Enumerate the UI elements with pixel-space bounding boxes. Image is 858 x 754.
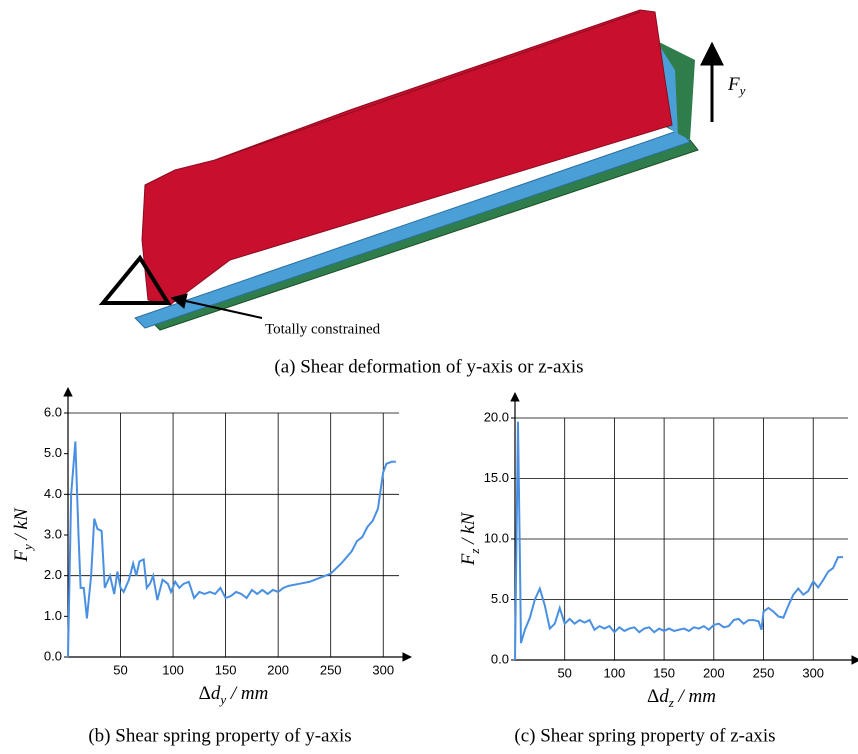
x-label-symbol: d <box>211 683 221 704</box>
x-tick-label: 150 <box>215 662 237 677</box>
x-tick-label: 50 <box>557 665 571 680</box>
x-axis-label: Δdy / mm <box>199 683 269 707</box>
chart: 50 100 150 200 250 300 0.0 5.0 10.0 15.0 20.0 Δdz /… <box>458 393 858 710</box>
y-tick-label: 20.0 <box>484 409 509 424</box>
y-tick-label: 6.0 <box>44 404 62 419</box>
x-tick-label: 200 <box>703 665 725 680</box>
y-axis-label: Fy / kN <box>11 507 35 563</box>
chart: 50 100 150 200 250 300 0.0 1.0 2.0 3.0 4.0 5.0 6.0 Δd… <box>11 388 411 707</box>
caption-a: (a) Shear deformation of y-axis or z-axi… <box>274 356 583 377</box>
caption-c: (c) Shear spring property of z-axis <box>514 725 775 746</box>
y-tick-label: 1.0 <box>44 608 62 623</box>
y-tick-label: 4.0 <box>44 486 62 501</box>
y-tick-label: 15.0 <box>484 470 509 485</box>
x-tick-label: 250 <box>320 662 342 677</box>
y-axis-label: Fz / kN <box>458 511 482 566</box>
y-tick-label: 5.0 <box>491 591 509 606</box>
x-label-unit: / mm <box>674 686 716 707</box>
deformation-render: Totally constrained Fy <box>103 10 746 337</box>
annotation: Totally constrained <box>265 321 381 337</box>
y-label-unit: / kN <box>458 511 479 548</box>
y-tick-label: 10.0 <box>484 530 509 545</box>
data-line <box>68 441 396 657</box>
y-tick-label: 2.0 <box>44 567 62 582</box>
y-tick-label: 0.0 <box>44 648 62 663</box>
force-symbol: F <box>727 74 740 95</box>
y-tick-label: 5.0 <box>44 445 62 460</box>
x-label-prefix: Δ <box>199 683 211 704</box>
caption-b: (b) Shear spring property of y-axis <box>88 725 351 746</box>
x-tick-label: 250 <box>753 665 775 680</box>
x-tick-label: 200 <box>267 662 289 677</box>
x-tick-label: 300 <box>802 665 824 680</box>
y-label-symbol: F <box>11 550 32 563</box>
x-label-prefix: Δ <box>647 686 659 707</box>
x-label-symbol: d <box>659 686 669 707</box>
x-tick-label: 50 <box>113 662 127 677</box>
y-label-unit: / kN <box>11 507 32 544</box>
x-tick-label: 100 <box>162 662 184 677</box>
y-label-symbol: F <box>458 553 479 566</box>
force-subscript: y <box>738 83 746 98</box>
x-tick-label: 300 <box>372 662 394 677</box>
force-label: Fy <box>727 74 746 98</box>
data-line <box>515 422 843 660</box>
x-label-unit: / mm <box>226 683 268 704</box>
x-axis-label: Δdz / mm <box>647 686 716 710</box>
x-tick-label: 100 <box>604 665 626 680</box>
y-tick-label: 3.0 <box>44 526 62 541</box>
figure: Totally constrained Fy (a) Shear deforma… <box>0 0 858 754</box>
x-tick-label: 150 <box>653 665 675 680</box>
y-tick-label: 0.0 <box>491 651 509 666</box>
